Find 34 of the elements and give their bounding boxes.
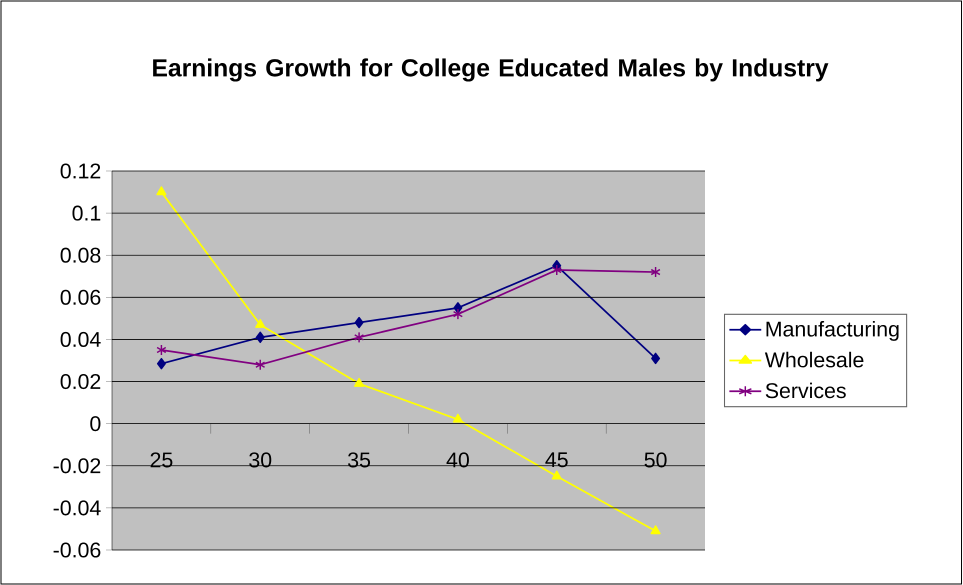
legend-label: Manufacturing — [766, 320, 899, 341]
x-tick-label: 50 — [644, 452, 667, 468]
y-tick-label: -0.02 — [54, 458, 100, 474]
point — [452, 414, 463, 423]
point — [256, 332, 265, 344]
point — [650, 266, 661, 278]
y-tick-label: -0.06 — [54, 542, 100, 558]
y-tick-label: 0.06 — [60, 290, 100, 305]
legend-label: Wholesale — [764, 352, 864, 368]
x-tick-label: 45 — [545, 452, 568, 468]
y-tick-label: 0.04 — [60, 332, 101, 347]
y-tick-label: 0.02 — [60, 374, 100, 390]
point — [552, 470, 562, 480]
point — [255, 358, 266, 370]
point — [651, 352, 660, 364]
x-tick-label: 35 — [348, 452, 370, 468]
point — [354, 332, 364, 344]
point — [552, 264, 562, 276]
point — [354, 316, 364, 328]
x-tick-label: 30 — [249, 452, 272, 468]
point — [156, 358, 166, 370]
y-tick-label: 0.1 — [72, 206, 100, 221]
point — [354, 378, 364, 387]
point — [156, 344, 166, 356]
y-tick-label: -0.04 — [54, 500, 101, 516]
y-tick-label: 0 — [90, 416, 100, 432]
legend-label: Services — [766, 382, 846, 398]
point — [650, 525, 661, 534]
chart-title: Earnings Growth for College Educated Males by Industry — [153, 58, 828, 82]
x-tick-label: 40 — [446, 452, 469, 468]
point — [255, 318, 266, 328]
y-tick-label: 0.08 — [60, 248, 100, 263]
y-tick-label: 0.12 — [60, 163, 100, 179]
point — [452, 308, 463, 320]
